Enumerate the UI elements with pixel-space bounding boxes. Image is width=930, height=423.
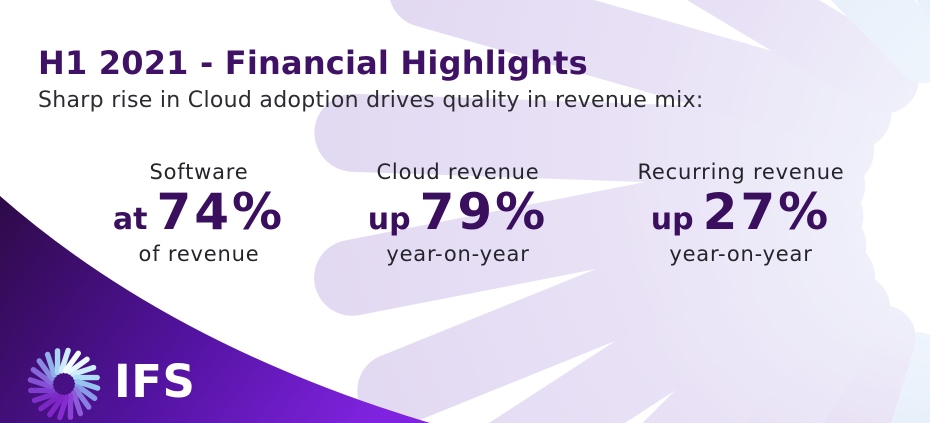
background-pinwheel <box>314 0 930 423</box>
stat-caption: year-on-year <box>386 242 530 267</box>
stat-value: at 74% <box>113 187 285 237</box>
stat-value: up 79% <box>368 187 549 237</box>
stat-value: up 27% <box>637 187 844 237</box>
stat-label: Recurring revenue <box>637 160 845 184</box>
stat-prefix: up <box>650 202 694 238</box>
stat-caption: year-on-year <box>669 242 813 267</box>
stat-label: Cloud revenue <box>376 160 540 184</box>
header: H1 2021 - Financial Highlights Sharp ris… <box>38 44 704 114</box>
stat-number: 27% <box>702 183 832 242</box>
stat-label: Software <box>149 160 249 184</box>
stat-recurring-revenue: Recurring revenue up 27% year-on-year <box>637 160 844 267</box>
stat-cloud-revenue: Cloud revenue up 79% year-on-year <box>368 160 549 267</box>
stat-number: 74% <box>156 183 286 242</box>
stat-prefix: at <box>112 202 148 238</box>
stat-prefix: up <box>367 202 411 238</box>
stat-number: 79% <box>419 183 549 242</box>
page-subtitle: Sharp rise in Cloud adoption drives qual… <box>38 88 704 114</box>
ifs-swirl-icon <box>27 347 101 421</box>
stat-software: Software at 74% of revenue <box>113 160 285 267</box>
stat-caption: of revenue <box>138 242 260 267</box>
ifs-logo: IFS <box>24 344 195 423</box>
logo-text: IFS <box>114 354 196 408</box>
page-title: H1 2021 - Financial Highlights <box>38 44 588 82</box>
